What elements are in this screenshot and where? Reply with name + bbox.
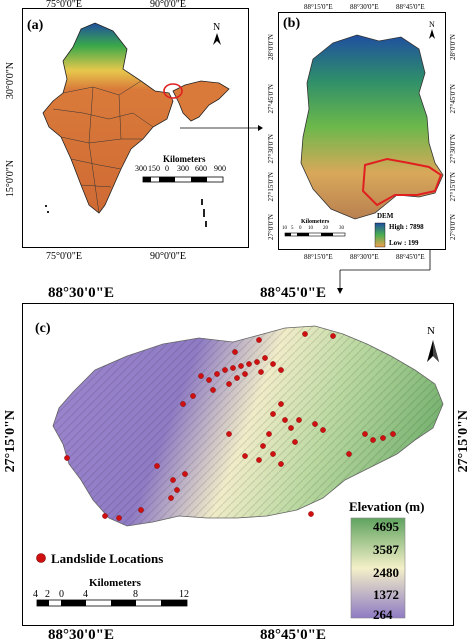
panel-a-top-tick: 75°0'0"E [46, 0, 82, 10]
dem-map [284, 29, 444, 248]
scale-tick: 0 [299, 226, 302, 231]
elevation-legend-bar [350, 517, 406, 619]
panel-a-label: (a) [27, 18, 44, 33]
panel-c-top-tick: 88°30'0"E [48, 285, 114, 301]
scale-tick: 10 [308, 226, 313, 231]
panel-b-top-tick: 88°45'0"E [396, 3, 425, 11]
scale-tick: 5 [291, 226, 294, 231]
panel-c-bottom-tick: 88°45'0"E [260, 627, 326, 643]
north-arrow-icon [213, 33, 221, 45]
scale-tick: 12 [179, 589, 189, 600]
scale-tick: 0 [59, 589, 64, 600]
scale-tick: 8 [133, 589, 138, 600]
elevation-legend-title: Elevation (m) [349, 499, 425, 514]
panel-b-top-tick: 88°15'0"E [304, 3, 333, 11]
scale-tick: 0 [165, 164, 169, 173]
north-arrow-icon [427, 340, 439, 362]
north-label-a: N [213, 22, 221, 33]
scale-title-c: Kilometers [89, 577, 141, 589]
scale-tick: 4 [33, 589, 38, 600]
scale-tick: 900 [214, 164, 226, 173]
panel-b-right-tick: 27°15'0"N [449, 172, 457, 202]
landslide-marker-icon [36, 553, 46, 563]
panel-b-right-tick: 28°0'0"N [449, 34, 457, 60]
dem-legend-high: High : 7898 [389, 223, 424, 231]
scale-bar-c [36, 599, 188, 607]
scale-tick: 300 [135, 164, 147, 173]
scale-bar-b [284, 232, 346, 237]
panel-b-bottom-tick: 88°30'0"E [350, 253, 379, 261]
scale-tick: 30 [339, 226, 344, 231]
panel-a-top-tick: 90°0'0"E [150, 0, 186, 10]
panel-a-left-tick: 15°0'0"N [5, 160, 16, 198]
panel-b-right-tick: 27°30'0"N [449, 134, 457, 164]
scale-tick: 600 [195, 164, 207, 173]
panel-b-right-tick: 27°45'0"N [449, 84, 457, 114]
north-arrow-icon [429, 29, 435, 39]
panel-a: (a) N Kilometers 300 150 0 300 600 900 [22, 8, 249, 248]
dem-legend-title: DEM [377, 212, 394, 220]
panel-b-label: (b) [283, 16, 301, 31]
panel-b-left-tick: 28°0'0"N [267, 34, 275, 60]
panel-b-bottom-tick: 88°15'0"E [304, 253, 333, 261]
elevation-legend-value: 4695 [373, 519, 399, 534]
panel-c-bottom-tick: 88°30'0"E [48, 627, 114, 643]
panel-b-right-tick: 27°0'0"N [449, 214, 457, 240]
panel-b-left-tick: 27°45'0"N [267, 84, 275, 114]
scale-tick: 300 [177, 164, 189, 173]
india-shape [42, 22, 174, 214]
elevation-legend-value: 3587 [373, 542, 399, 557]
scale-tick: 20 [323, 226, 328, 231]
panel-b-left-tick: 27°15'0"N [267, 172, 275, 202]
elevation-legend-value: 1372 [373, 587, 399, 602]
landslide-points [64, 331, 396, 521]
panel-a-bottom-tick: 75°0'0"E [46, 251, 82, 262]
dem-legend-low: Low : 199 [389, 239, 419, 247]
india-map [42, 22, 230, 227]
panel-c-top-tick: 88°45'0"E [260, 285, 326, 301]
panel-a-left-tick: 30°0'0"N [5, 62, 16, 100]
panel-c: (c) N Elevation (m) 4695 3587 2480 1372 … [22, 303, 454, 626]
panel-b-left-tick: 27°0'0"N [267, 214, 275, 240]
north-label-c: N [427, 325, 435, 337]
elevation-legend-value: 264 [373, 607, 393, 622]
panel-b-left-tick: 27°30'0"N [267, 134, 275, 164]
india-northeast [172, 80, 230, 122]
panel-c-label: (c) [35, 321, 51, 336]
north-label-b: N [429, 20, 435, 29]
panel-c-left-tick: 27°15'0"N [3, 410, 18, 473]
scale-tick: 2 [45, 589, 50, 600]
elevation-legend-value: 2480 [373, 565, 399, 580]
district-shape [300, 34, 444, 220]
landslide-legend-label: Landslide Locations [51, 551, 164, 566]
panel-a-bottom-tick: 90°0'0"E [150, 251, 186, 262]
panel-b-top-tick: 88°30'0"E [350, 3, 379, 11]
study-area-outline [361, 157, 443, 207]
scale-title-b: Kilometers [301, 219, 330, 225]
scale-tick: 150 [148, 164, 160, 173]
study-area-highlight [163, 83, 183, 99]
elevation-map [36, 325, 444, 619]
scale-tick: 4 [83, 589, 88, 600]
panel-c-right-tick: 27°15'0"N [456, 410, 471, 473]
panel-b-bottom-tick: 88°45'0"E [396, 253, 425, 261]
dem-legend-bar [374, 222, 386, 248]
scale-tick: 10 [282, 226, 287, 231]
scale-bar-a [142, 176, 224, 183]
panel-b: (b) N Kilometers 10 5 0 10 20 30 DEM Hig… [278, 12, 446, 250]
scale-title-a: Kilometers [163, 154, 206, 164]
